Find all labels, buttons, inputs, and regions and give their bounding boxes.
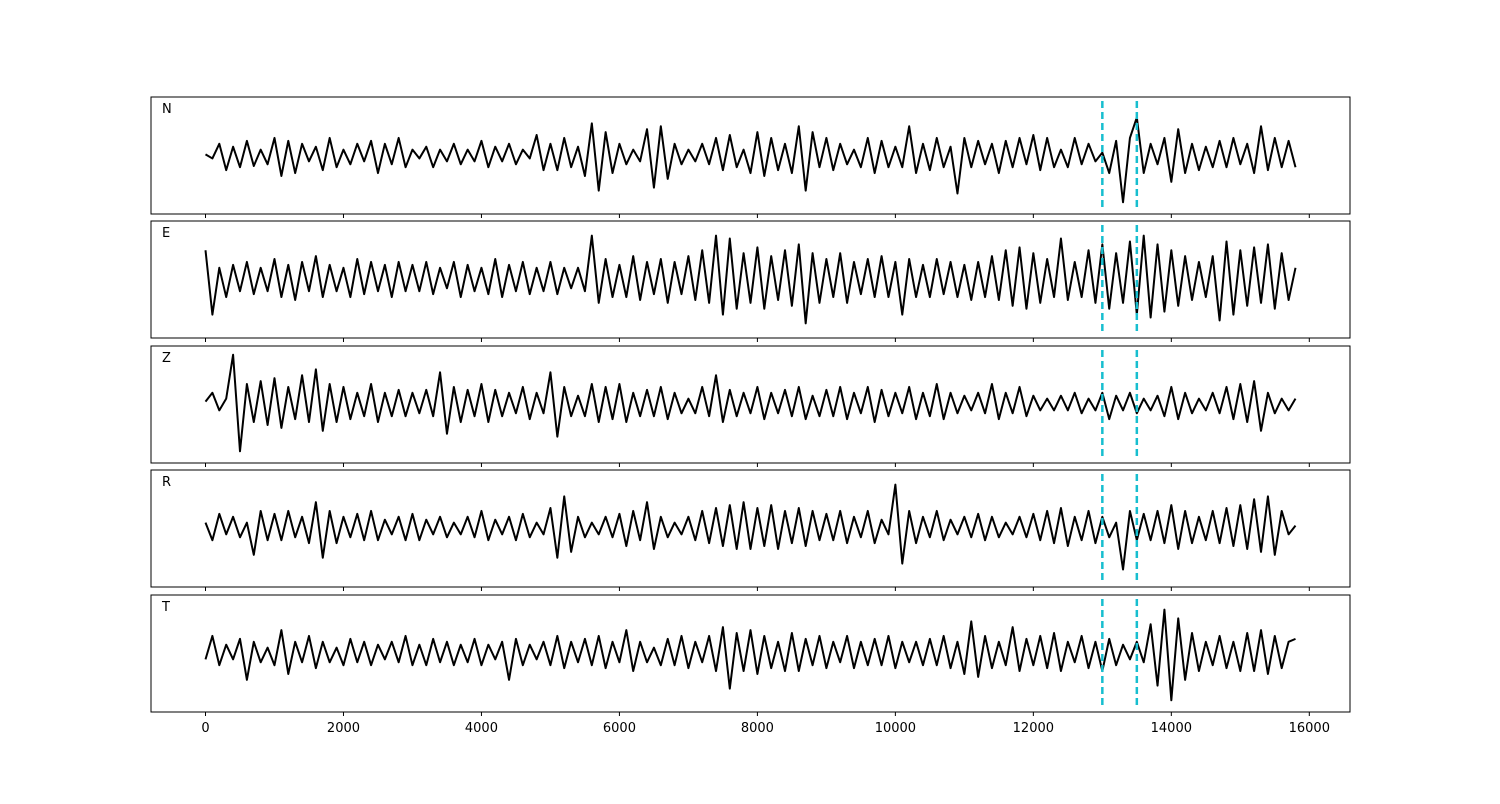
panel-label: R — [162, 475, 171, 490]
axes-frame — [150, 96, 1351, 215]
x-tick-label: 10000 — [875, 721, 916, 736]
axes-frame — [150, 469, 1351, 588]
trace — [204, 608, 1296, 702]
trace — [204, 483, 1297, 571]
panel-label: N — [162, 102, 172, 117]
x-tick-label: 12000 — [1013, 721, 1054, 736]
axes-frame — [150, 345, 1351, 464]
x-tick-label: 4000 — [465, 721, 498, 736]
trace — [204, 234, 1297, 325]
x-tick-label: 2000 — [327, 721, 360, 736]
x-tick-label: 16000 — [1289, 721, 1330, 736]
panel-label: T — [161, 600, 170, 615]
axes-frame — [150, 594, 1351, 713]
trace — [204, 353, 1297, 453]
trace — [204, 116, 1297, 204]
x-tick-label: 14000 — [1151, 721, 1192, 736]
panel-label: Z — [162, 351, 171, 366]
axes-frame — [150, 220, 1351, 339]
x-tick-label: 8000 — [741, 721, 774, 736]
x-tick-label: 6000 — [603, 721, 636, 736]
x-tick-label: 0 — [201, 721, 209, 736]
panel-label: E — [162, 226, 170, 241]
